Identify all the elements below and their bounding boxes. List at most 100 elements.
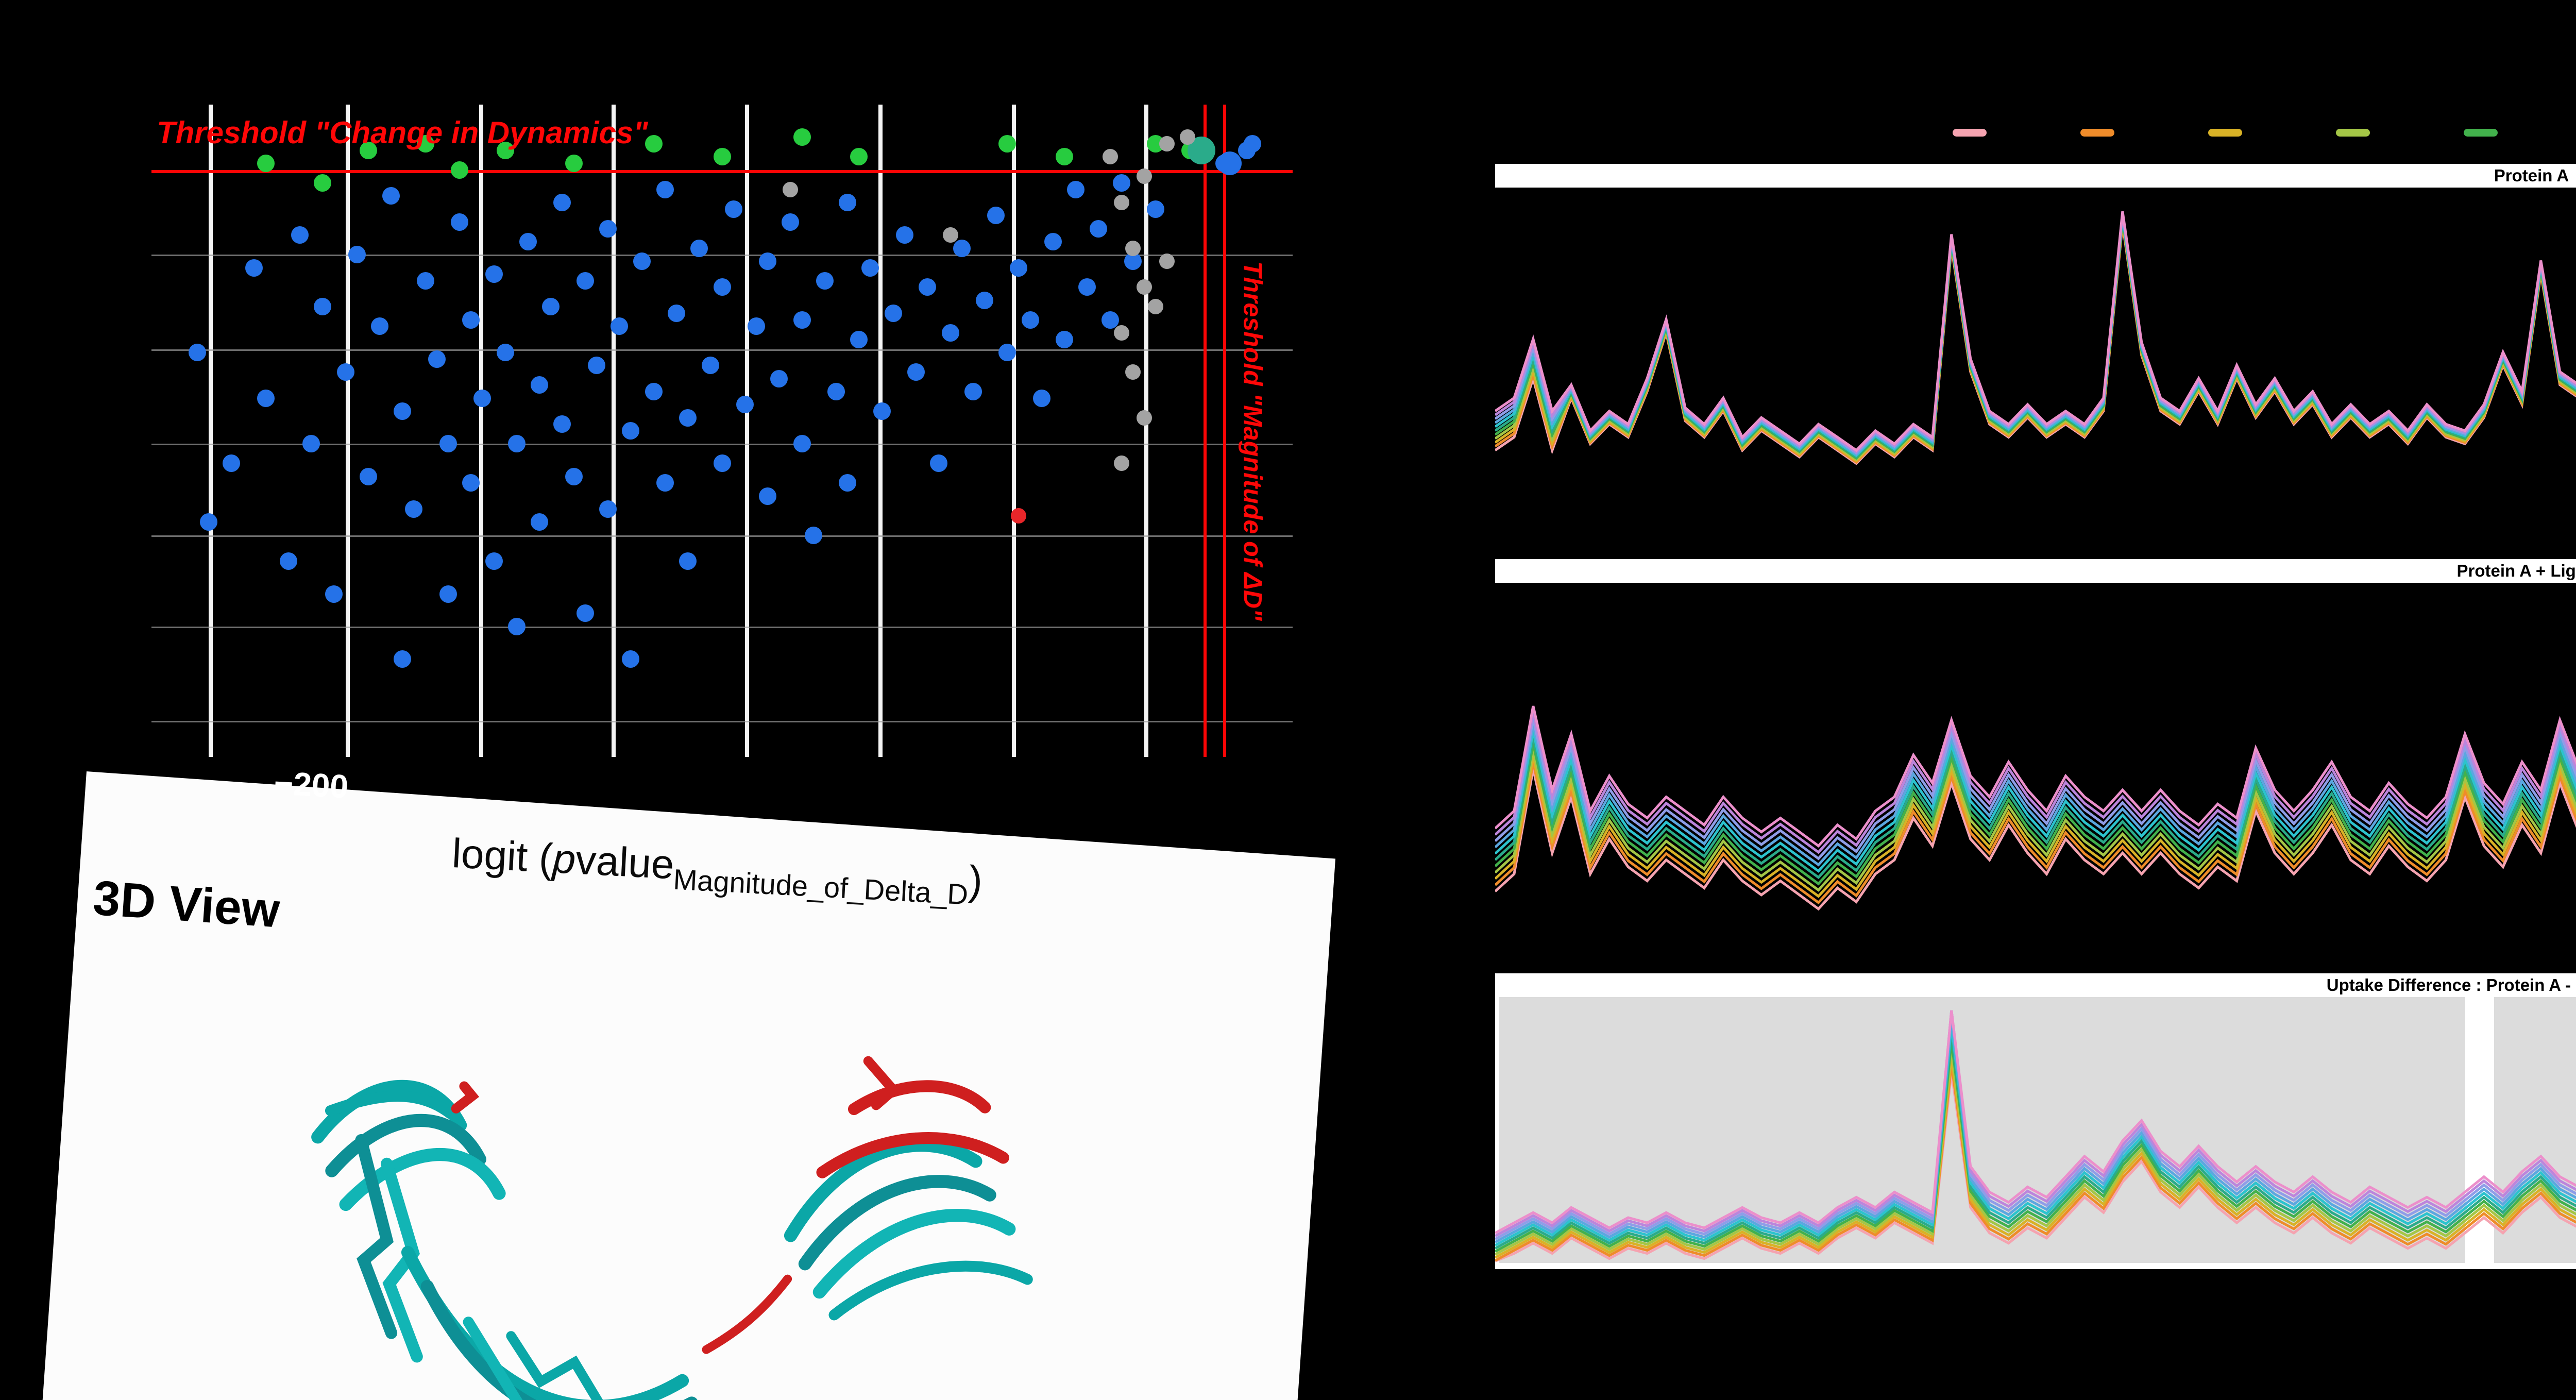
uptake-trace[interactable]: [1495, 637, 2576, 884]
uptake-trace[interactable]: [1495, 601, 2576, 852]
volcano-point[interactable]: [314, 298, 332, 316]
volcano-point[interactable]: [736, 396, 754, 414]
volcano-point[interactable]: [439, 435, 457, 453]
legend-dash[interactable]: [2080, 128, 2114, 137]
volcano-point[interactable]: [416, 272, 434, 290]
uptake-trace[interactable]: [1495, 211, 2576, 450]
uptake-trace[interactable]: [1495, 224, 2576, 519]
volcano-point[interactable]: [930, 454, 948, 473]
uptake-trace[interactable]: [1495, 1010, 2576, 1245]
volcano-point[interactable]: [382, 187, 400, 205]
volcano-point[interactable]: [622, 422, 640, 440]
uptake-trace[interactable]: [1495, 601, 2576, 859]
volcano-point[interactable]: [291, 226, 309, 244]
uptake-trace[interactable]: [1495, 1056, 2576, 1257]
volcano-point[interactable]: [257, 389, 275, 407]
volcano-point[interactable]: [507, 435, 526, 453]
volcano-point[interactable]: [1180, 129, 1196, 145]
volcano-point[interactable]: [1067, 180, 1085, 198]
volcano-point[interactable]: [633, 252, 651, 270]
legend-dash[interactable]: [2335, 128, 2370, 137]
volcano-point[interactable]: [964, 383, 982, 401]
volcano-point[interactable]: [599, 500, 617, 518]
volcano-point[interactable]: [975, 291, 993, 309]
volcano-point[interactable]: [793, 311, 811, 329]
volcano-point[interactable]: [485, 265, 503, 283]
uptake-trace[interactable]: [1495, 1010, 2576, 1241]
volcano-point[interactable]: [496, 141, 514, 159]
volcano-point[interactable]: [656, 180, 674, 198]
volcano-point[interactable]: [1056, 330, 1073, 348]
volcano-point[interactable]: [565, 154, 583, 172]
volcano-point[interactable]: [804, 526, 822, 544]
volcano-point[interactable]: [359, 467, 377, 485]
volcano-point[interactable]: [325, 585, 343, 603]
volcano-point[interactable]: [895, 226, 913, 244]
volcano-point[interactable]: [1159, 136, 1175, 151]
volcano-point[interactable]: [850, 148, 868, 166]
volcano-point[interactable]: [942, 227, 958, 243]
volcano-point[interactable]: [987, 207, 1005, 225]
volcano-point[interactable]: [724, 200, 742, 218]
volcano-point[interactable]: [553, 415, 571, 433]
uptake-trace[interactable]: [1495, 614, 2576, 871]
uptake-trace[interactable]: [1495, 1010, 2576, 1243]
volcano-point[interactable]: [451, 161, 469, 179]
uptake-trace[interactable]: [1495, 213, 2576, 452]
volcano-point[interactable]: [611, 317, 629, 335]
volcano-point[interactable]: [839, 474, 857, 492]
uptake-trace[interactable]: [1495, 1041, 2576, 1253]
volcano-point[interactable]: [496, 344, 514, 362]
volcano-point[interactable]: [645, 383, 663, 401]
volcano-point[interactable]: [188, 344, 206, 362]
volcano-point[interactable]: [439, 585, 457, 603]
volcano-point[interactable]: [394, 402, 412, 420]
volcano-point[interactable]: [336, 363, 354, 381]
volcano-point[interactable]: [759, 487, 777, 505]
uptake-trace[interactable]: [1495, 685, 2576, 909]
volcano-point[interactable]: [394, 650, 412, 668]
volcano-point[interactable]: [1148, 299, 1164, 315]
volcano-point[interactable]: [656, 474, 674, 492]
uptake-trace[interactable]: [1495, 1034, 2576, 1251]
uptake-trace[interactable]: [1495, 1018, 2576, 1247]
uptake-trace[interactable]: [1495, 223, 2576, 508]
uptake-trace[interactable]: [1495, 216, 2576, 456]
volcano-point[interactable]: [839, 193, 857, 211]
volcano-point[interactable]: [953, 239, 971, 257]
uptake-trace[interactable]: [1495, 661, 2576, 896]
volcano-point[interactable]: [542, 298, 560, 316]
volcano-point[interactable]: [783, 181, 799, 197]
volcano-point[interactable]: [1078, 278, 1096, 296]
volcano-point[interactable]: [1125, 364, 1141, 380]
volcano-point[interactable]: [770, 369, 788, 387]
volcano-point[interactable]: [679, 409, 697, 427]
uptake-trace[interactable]: [1495, 1072, 2576, 1261]
volcano-point[interactable]: [998, 134, 1016, 153]
uptake-trace[interactable]: [1495, 649, 2576, 890]
uptake-trace[interactable]: [1495, 626, 2576, 878]
volcano-point[interactable]: [1113, 194, 1129, 210]
volcano-point[interactable]: [314, 174, 332, 192]
volcano-point[interactable]: [679, 552, 697, 570]
volcano-point[interactable]: [485, 552, 503, 570]
volcano-point[interactable]: [998, 344, 1016, 362]
volcano-point[interactable]: [1137, 410, 1153, 426]
volcano-point[interactable]: [1137, 279, 1153, 295]
uptake-trace[interactable]: [1495, 1049, 2576, 1255]
volcano-point[interactable]: [576, 272, 594, 290]
volcano-point[interactable]: [1147, 200, 1165, 218]
volcano-point[interactable]: [667, 305, 685, 323]
volcano-point[interactable]: [1011, 508, 1027, 524]
volcano-point[interactable]: [519, 232, 537, 250]
volcano-point[interactable]: [622, 650, 640, 668]
volcano-point[interactable]: [1159, 253, 1175, 269]
volcano-point[interactable]: [223, 454, 241, 473]
volcano-point[interactable]: [1102, 149, 1118, 165]
volcano-point[interactable]: [759, 252, 777, 270]
volcano-point[interactable]: [553, 193, 571, 211]
volcano-point[interactable]: [257, 154, 275, 172]
volcano-point[interactable]: [1021, 311, 1039, 329]
protein-structure[interactable]: [163, 965, 1199, 1400]
volcano-point[interactable]: [1218, 151, 1242, 175]
